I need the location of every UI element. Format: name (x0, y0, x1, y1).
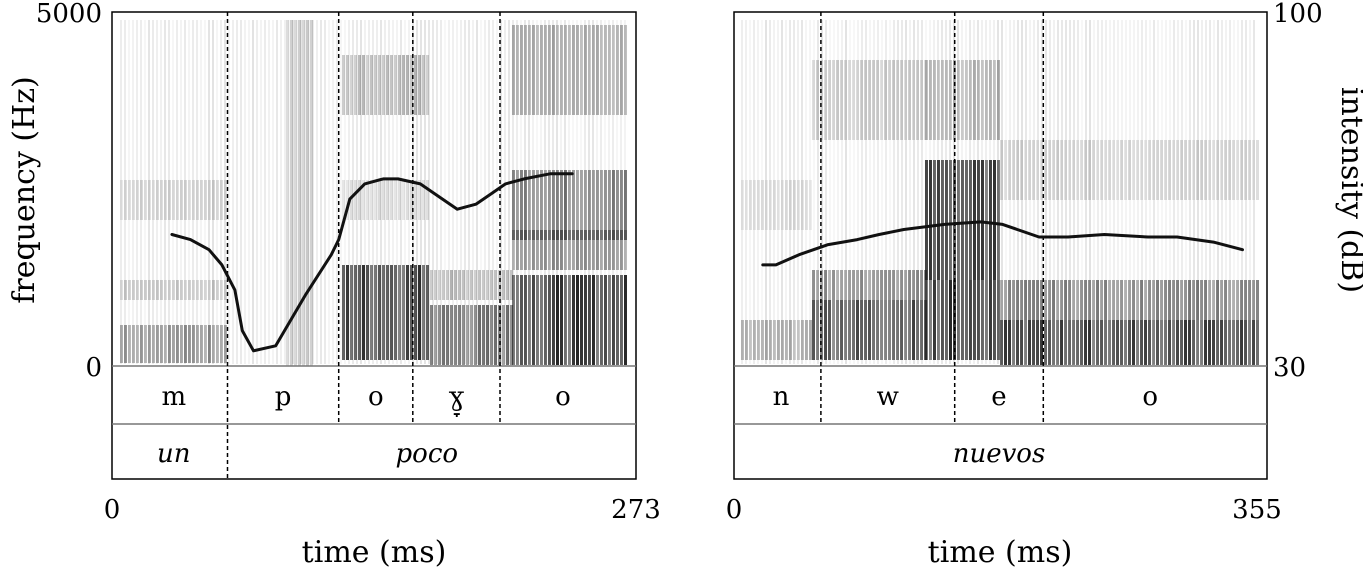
left-x-axis-label: time (ms) (302, 535, 447, 570)
right-x-axis-label: time (ms) (928, 535, 1073, 570)
right-spectrogram-shading (741, 20, 1259, 365)
segment-label: ɣ̞ (449, 382, 465, 417)
right-plot-frame (733, 11, 1268, 480)
left-boundaries (226, 12, 501, 479)
right-spectrogram-panel: n w e o nuevos 100 30 0 355 time (ms) inten… (726, 0, 1363, 570)
right-intensity-contour (761, 220, 1244, 267)
word-label: nuevos (953, 439, 1046, 469)
segment-label: n (773, 382, 790, 412)
left-spectrogram-panel: m p o ɣ̞ o un poco 5000 0 0 273 time (ms) fre… (7, 0, 661, 570)
right-boundaries (820, 12, 1045, 424)
right-y-axis-label: intensity (dB) (1334, 87, 1363, 293)
right-y-tick-max: 100 (1273, 0, 1323, 29)
right-x-tick-max: 355 (1232, 495, 1282, 525)
left-plot-frame (111, 11, 637, 480)
segment-label: e (991, 382, 1006, 412)
segment-label: p (275, 382, 292, 412)
word-label: poco (396, 439, 459, 469)
left-y-tick-max: 5000 (36, 0, 102, 29)
right-y-tick-min: 30 (1273, 353, 1306, 383)
left-x-tick-max: 273 (611, 495, 661, 525)
right-word-labels: nuevos (953, 439, 1046, 469)
segment-label: o (555, 382, 571, 412)
left-word-labels: un poco (157, 439, 458, 469)
left-y-axis-label: frequency (Hz) (7, 76, 42, 303)
left-spectrogram-shading (120, 20, 627, 366)
word-label: un (157, 439, 191, 469)
segment-label: m (161, 382, 186, 412)
left-intensity-contour (170, 172, 574, 353)
left-x-tick-min: 0 (104, 495, 121, 525)
segment-label: w (877, 382, 899, 412)
left-y-tick-min: 0 (85, 353, 102, 383)
left-segment-labels: m p o ɣ̞ o (161, 382, 570, 417)
segment-label: o (368, 382, 384, 412)
segment-label: o (1142, 382, 1158, 412)
right-x-tick-min: 0 (726, 495, 743, 525)
